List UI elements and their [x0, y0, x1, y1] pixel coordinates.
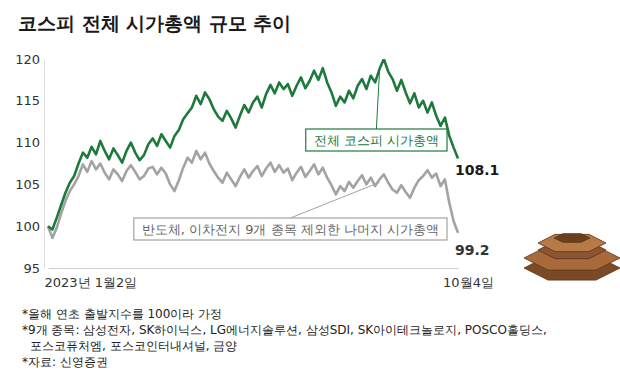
chart-svg: 코스피 전체 시가총액 규모 추이 95 100 105 110 115 120 2023년 …	[0, 0, 620, 386]
footnote: *자료: 신영증권	[22, 355, 108, 369]
series-labels: 전체 코스피 시가총액반도체, 이차전지 9개 종목 제외한 나머지 시가총액	[134, 72, 447, 240]
footnote: *9개 종목: 삼성전자, SK하이닉스, LG에너지솔루션, 삼성SDI, S…	[22, 323, 547, 337]
series-label: 전체 코스피 시가총액	[306, 72, 447, 151]
y-tick-label: 120	[15, 52, 40, 67]
y-tick: 95	[23, 261, 44, 276]
x-tick-label: 10월4일	[443, 275, 494, 290]
y-axis: 95 100 105 110 115 120	[15, 52, 44, 276]
end-label: 108.1	[455, 162, 499, 178]
x-tick: 10월4일	[443, 268, 494, 290]
series-label: 반도체, 이차전지 9개 종목 제외한 나머지 시가총액	[134, 182, 447, 240]
footnote: 포스코퓨처엠, 포스코인터내셔널, 금양	[30, 339, 237, 353]
y-tick: 120	[15, 52, 44, 67]
series-line	[48, 59, 458, 230]
y-tick: 100	[15, 219, 44, 234]
leader-line	[376, 72, 379, 129]
footnote: *올해 연초 출발지수를 100이라 가정	[22, 307, 222, 321]
footnotes: *올해 연초 출발지수를 100이라 가정 *9개 종목: 삼성전자, SK하이닉…	[22, 307, 547, 369]
y-tick: 110	[15, 135, 44, 150]
y-tick-label: 105	[15, 177, 40, 192]
y-tick-label: 100	[15, 219, 40, 234]
y-axis-line	[44, 60, 45, 269]
decoration	[524, 234, 620, 280]
x-tick-label: 2023년 1월2일	[45, 275, 138, 290]
y-tick: 115	[15, 93, 44, 108]
series-line	[48, 151, 458, 238]
series-name: 전체 코스피 시가총액	[314, 133, 439, 148]
y-tick-label: 95	[23, 261, 40, 276]
chart-title: 코스피 전체 시가총액 규모 추이	[18, 12, 291, 34]
plot-area	[48, 59, 458, 238]
end-label: 99.2	[455, 242, 490, 258]
series-name: 반도체, 이차전지 9개 종목 제외한 나머지 시가총액	[142, 222, 439, 237]
x-tick: 2023년 1월2일	[45, 268, 138, 290]
x-axis-line	[49, 268, 459, 269]
pedestal-part	[554, 234, 590, 243]
leader-line	[290, 182, 379, 218]
y-tick-label: 110	[15, 135, 40, 150]
label-box	[306, 129, 447, 151]
y-tick: 105	[15, 177, 44, 192]
pedestal-part	[538, 234, 606, 251]
label-box	[134, 218, 447, 240]
chart-root: 코스피 전체 시가총액 규모 추이 95 100 105 110 115 120 2023년 …	[0, 0, 620, 386]
x-axis: 2023년 1월2일 10월4일	[45, 268, 494, 290]
annotations: 108.1 99.2	[455, 162, 499, 257]
y-tick-label: 115	[15, 93, 40, 108]
